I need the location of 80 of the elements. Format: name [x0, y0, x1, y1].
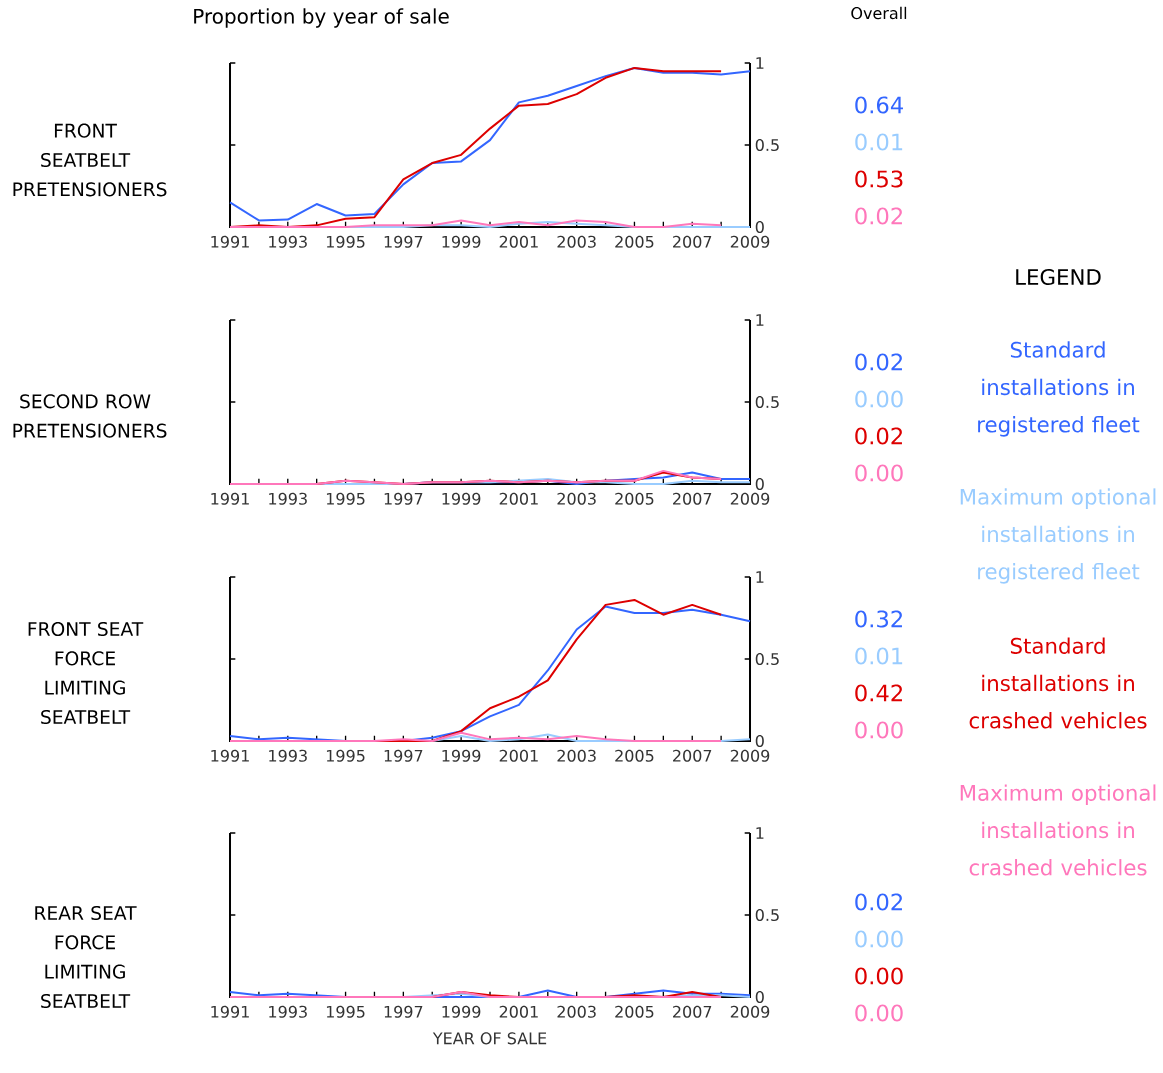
x-tick-label: 2009 — [730, 1005, 770, 1018]
text: 0.00 — [855, 464, 903, 482]
x-tick-label: 2007 — [673, 492, 712, 505]
x-tick-label: 1993 — [269, 235, 307, 248]
x-tick-label: 1993 — [269, 749, 307, 762]
text: 0.64 — [855, 96, 903, 114]
text: Overall — [851, 6, 907, 20]
x-tick-label: 1997 — [384, 492, 423, 505]
x-tick-label: 1993 — [269, 1005, 307, 1018]
y-tick-label: 0 — [755, 990, 764, 1004]
x-tick-label: 1999 — [442, 1005, 481, 1018]
x-tick-label: 1999 — [442, 749, 481, 762]
x-tick-label: 1991 — [211, 1005, 249, 1018]
y-tick-label: 0.5 — [755, 652, 779, 666]
text: 0.02 — [855, 207, 902, 225]
y-tick-label: 1 — [756, 827, 764, 839]
text: 0.02 — [855, 353, 902, 371]
x-tick-label: 2001 — [499, 1005, 538, 1018]
x-tick-label: 1991 — [211, 749, 249, 762]
x-tick-label: 1995 — [326, 492, 365, 505]
y-tick-label: 0 — [755, 477, 764, 491]
x-tick-label: 2003 — [557, 749, 596, 762]
x-axis-title: YEAR OF SALE — [432, 1032, 547, 1045]
x-tick-label: 2003 — [557, 235, 596, 248]
x-tick-label: 1999 — [442, 235, 481, 248]
y-tick-label: 0.5 — [755, 395, 779, 409]
text: 0.02 — [855, 427, 902, 445]
y-axis-title: REAR SEAT FORCE LIMITING SEATBELT — [35, 905, 137, 1009]
x-tick-label: 1991 — [211, 492, 249, 505]
x-tick-label: 2001 — [499, 492, 538, 505]
x-tick-label: 1999 — [442, 492, 481, 505]
chart-title: Proportion by year of sale — [194, 8, 449, 28]
y-tick-label: 0.5 — [755, 138, 779, 152]
text: 0.00 — [855, 721, 903, 739]
x-tick-label: 1997 — [384, 235, 423, 248]
text: Maximum optional installations in registered fleet — [960, 488, 1156, 584]
x-tick-label: 1995 — [326, 235, 365, 248]
text: Standard installations in crashed vehicles — [969, 637, 1147, 729]
x-tick-label: 2009 — [730, 492, 770, 505]
text: Maximum optional installations in crashed vehicles — [960, 784, 1156, 876]
x-tick-label: 1995 — [326, 1005, 365, 1018]
x-tick-label: 2005 — [615, 492, 654, 505]
x-tick-label: 1997 — [384, 1005, 423, 1018]
x-tick-label: 2003 — [557, 492, 596, 505]
legend-title: LEGEND — [1016, 268, 1101, 286]
x-tick-label: 2007 — [673, 235, 712, 248]
x-tick-label: 2005 — [615, 235, 654, 248]
y-tick-label: 1 — [756, 57, 764, 69]
text: 0.00 — [855, 967, 903, 985]
text: 0.00 — [855, 1004, 903, 1022]
text: 0.32 — [855, 610, 902, 628]
text: 0.42 — [855, 684, 902, 702]
x-tick-label: 1995 — [326, 749, 365, 762]
x-tick-label: 1997 — [384, 749, 423, 762]
y-axis-title: FRONT SEAT FORCE LIMITING SEATBELT — [28, 621, 144, 725]
x-tick-label: 2009 — [730, 235, 770, 248]
y-axis-title: FRONT SEATBELT PRETENSIONERS — [13, 123, 167, 197]
y-tick-label: 1 — [756, 314, 764, 326]
x-tick-label: 2001 — [499, 749, 538, 762]
x-tick-label: 2005 — [615, 1005, 654, 1018]
x-tick-label: 2007 — [673, 1005, 712, 1018]
x-tick-label: 1991 — [211, 235, 249, 248]
y-tick-label: 0.5 — [755, 908, 779, 922]
text: 0.00 — [855, 930, 903, 948]
x-tick-label: 2007 — [673, 749, 712, 762]
x-tick-label: 2009 — [730, 749, 770, 762]
y-axis-title: SECOND ROW PRETENSIONERS — [13, 394, 167, 438]
text: 0.00 — [855, 390, 903, 408]
x-tick-label: 2005 — [615, 749, 654, 762]
text: Standard installations in registered fleet — [978, 341, 1140, 437]
x-tick-label: 2001 — [499, 235, 538, 248]
text: 0.01 — [855, 133, 903, 151]
y-tick-label: 0 — [755, 220, 764, 234]
y-tick-label: 0 — [755, 734, 764, 748]
x-tick-label: 2003 — [557, 1005, 596, 1018]
text: 0.02 — [855, 893, 902, 911]
text: 0.53 — [855, 170, 903, 188]
x-tick-label: 1993 — [269, 492, 307, 505]
text: 0.01 — [855, 647, 903, 665]
y-tick-label: 1 — [756, 571, 764, 583]
